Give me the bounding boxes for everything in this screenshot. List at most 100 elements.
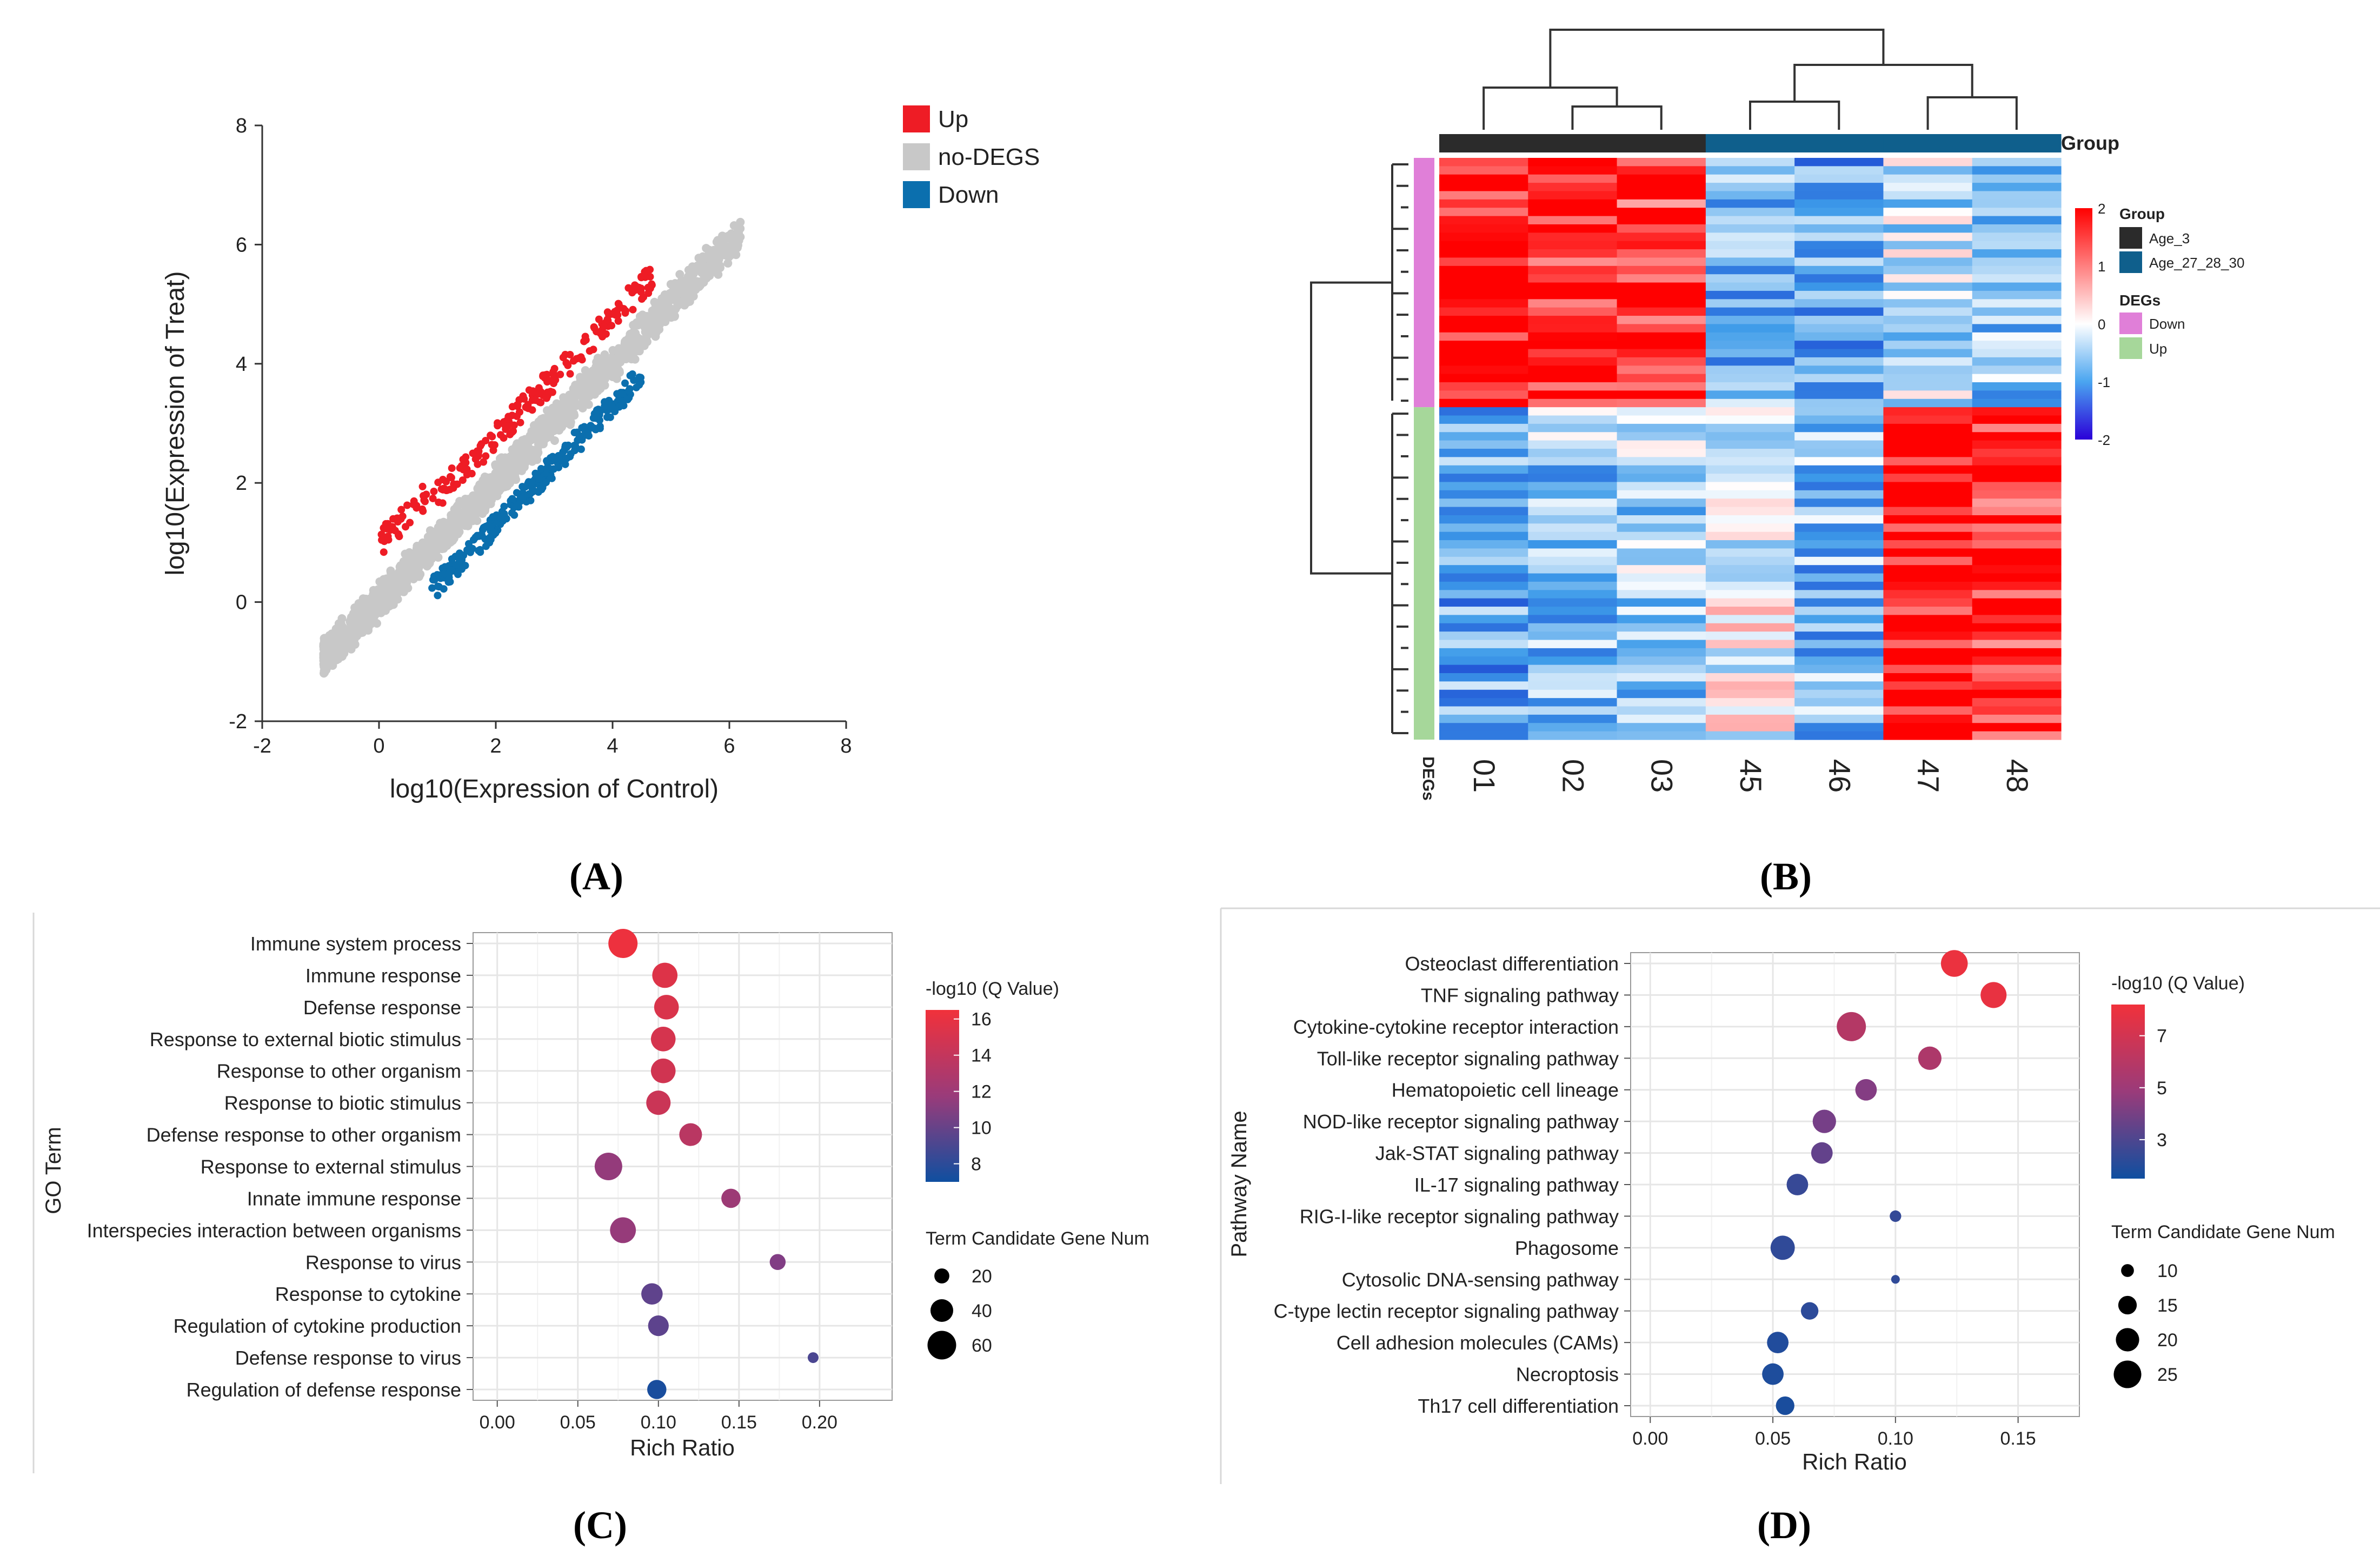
down-point [542, 478, 550, 487]
heatmap-cell [1439, 191, 1528, 200]
heatmap-cell [1528, 224, 1618, 233]
heatmap-cell [1972, 249, 2062, 258]
heatmap-cell [1794, 307, 1884, 316]
heatmap-cell [1794, 631, 1884, 641]
up-point [482, 436, 490, 444]
heatmap-cell [1972, 490, 2062, 499]
data-point [1891, 1275, 1900, 1284]
heatmap-cell [1972, 656, 2062, 666]
nodegs-point [723, 258, 733, 268]
category-label: Response to external biotic stimulus [150, 1028, 461, 1050]
heatmap-cell [1972, 515, 2062, 524]
heatmap-cell [1617, 407, 1706, 416]
heatmap-cell [1883, 432, 1973, 441]
heatmap-cell [1439, 640, 1528, 649]
down-point [445, 570, 453, 578]
up-point [539, 373, 547, 381]
nodegs-point [670, 311, 679, 321]
heatmap-cell [1705, 232, 1795, 242]
heatmap-cell [1617, 191, 1706, 200]
heatmap-cell [1617, 374, 1706, 383]
heatmap-cell [1617, 465, 1706, 474]
heatmap-cell [1439, 407, 1528, 416]
x-tick-label: 0.00 [1632, 1428, 1668, 1449]
heatmap-cell [1794, 565, 1884, 574]
heatmap-cell [1972, 474, 2062, 483]
heatmap-cell [1439, 357, 1528, 366]
heatmap-cell [1528, 565, 1618, 574]
up-point [615, 300, 623, 308]
data-point [1776, 1396, 1794, 1415]
size-legend-label: 40 [972, 1301, 992, 1321]
heatmap-cell [1528, 681, 1618, 690]
panel-label-d: (D) [1757, 1504, 1811, 1547]
heatmap-cell [1972, 191, 2062, 200]
heatmap-cell [1794, 581, 1884, 590]
heatmap-cell [1972, 241, 2062, 250]
heatmap-cell [1705, 249, 1795, 258]
heatmap-cell [1528, 465, 1618, 474]
panel-b-degs-bar [1414, 158, 1434, 740]
heatmap-cell [1617, 174, 1706, 183]
heatmap-cell [1972, 498, 2062, 508]
down-point [551, 455, 559, 463]
panel-b-legend-swatch-down [2119, 312, 2142, 334]
panel-label-c: (C) [573, 1504, 627, 1547]
up-point [551, 376, 560, 384]
panel-b-column-dendrogram [1482, 29, 2018, 130]
up-point [537, 388, 545, 396]
heatmap-cell [1617, 166, 1706, 175]
size-legend-dot [930, 1299, 954, 1322]
down-point [589, 414, 597, 422]
up-point [620, 305, 628, 313]
heatmap-cell [1705, 465, 1795, 474]
down-point [561, 460, 569, 468]
heatmap-cell [1794, 548, 1884, 557]
heatmap-cell [1528, 474, 1618, 483]
heatmap-column-label: 45 [1734, 759, 1768, 793]
heatmap-cell [1794, 531, 1884, 541]
heatmap-cell [1617, 316, 1706, 325]
heatmap-cell [1883, 640, 1973, 649]
heatmap-cell [1794, 457, 1884, 466]
down-point [618, 399, 626, 407]
colorbar-tick-label: 12 [971, 1082, 992, 1102]
down-point [635, 373, 643, 381]
heatmap-cell [1705, 316, 1795, 325]
data-point [1837, 1012, 1866, 1041]
heatmap-cell [1705, 515, 1795, 524]
legend-swatch-nodegs [903, 143, 930, 170]
nodegs-point [420, 555, 429, 564]
heatmap-cell [1617, 689, 1706, 699]
heatmap-cell [1705, 656, 1795, 666]
data-point [1918, 1046, 1942, 1070]
heatmap-cell [1439, 515, 1528, 524]
heatmap-cell [1439, 474, 1528, 483]
heatmap-cell [1705, 257, 1795, 267]
category-label: Response to other organism [217, 1060, 461, 1082]
heatmap-cell [1972, 257, 2062, 267]
nodegs-point [528, 447, 537, 456]
nodegs-point [612, 354, 621, 363]
panel-a: -2 0 2 4 6 8 -2 0 2 4 6 8 log10(Expression of Cont… [161, 105, 1040, 803]
heatmap-cell [1439, 183, 1528, 192]
heatmap-cell [1439, 374, 1528, 383]
heatmap-cell [1972, 607, 2062, 616]
colorbar-tick-label: 5 [2157, 1078, 2167, 1099]
size-legend-label: 20 [2157, 1330, 2178, 1351]
heatmap-cell [1883, 382, 1973, 391]
nodegs-point [441, 540, 450, 549]
heatmap-cell [1528, 615, 1618, 624]
nodegs-point [584, 391, 594, 401]
legend-swatch-down [903, 181, 930, 208]
up-point [384, 532, 392, 540]
nodegs-point [686, 287, 695, 296]
down-point [451, 561, 460, 569]
heatmap-cell [1705, 415, 1795, 424]
legend-label-up: Up [938, 106, 968, 132]
heatmap-cell [1794, 490, 1884, 499]
up-point [586, 347, 594, 355]
down-point [463, 546, 471, 554]
heatmap-cell [1972, 274, 2062, 283]
heatmap-cell [1528, 398, 1618, 408]
